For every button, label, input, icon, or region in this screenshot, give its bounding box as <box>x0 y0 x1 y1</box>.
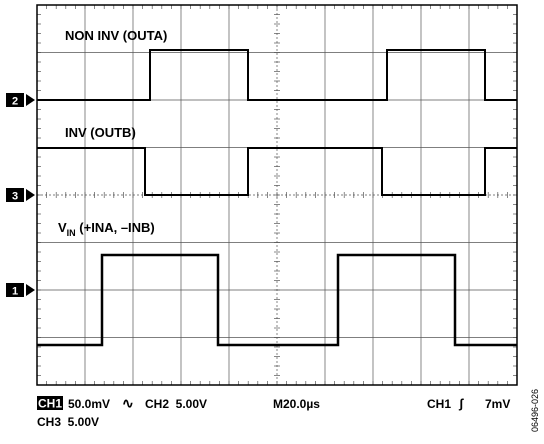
marker-label: 3 <box>12 191 18 203</box>
trace-ch1 <box>37 253 517 347</box>
channel-markers: 2 3 1 <box>6 93 35 298</box>
ch1-coupling: ∿ <box>122 395 134 411</box>
label-rest: (+INA, –INB) <box>76 220 155 235</box>
screen-frame <box>36 4 518 386</box>
trigger-level: 7mV <box>485 397 510 411</box>
traces <box>37 49 517 347</box>
trace-ch3 <box>37 147 517 196</box>
trace-label: INV (OUTB) <box>65 125 136 140</box>
marker-arrow <box>26 189 35 201</box>
ch2-scale: CH2 5.00V <box>145 397 207 411</box>
trigger-edge: ʃ <box>458 396 464 411</box>
marker-label: 1 <box>12 286 18 298</box>
marker-arrow <box>26 94 35 106</box>
ch1-badge-label: CH1 <box>38 397 62 411</box>
figure-id: 06496-026 <box>530 389 540 432</box>
label-main: V <box>58 220 67 235</box>
ch1-scale: 50.0mV <box>68 397 110 411</box>
trigger-source: CH1 <box>427 397 451 411</box>
marker-label: 2 <box>12 96 18 108</box>
ch3-scale: CH3 5.00V <box>37 415 99 429</box>
timebase: M20.0µs <box>273 397 320 411</box>
label-sub: IN <box>67 228 76 238</box>
trace-ch2 <box>37 49 517 101</box>
trace-label: NON INV (OUTA) <box>65 28 167 43</box>
ch1-badge <box>37 396 63 410</box>
trace-label: VIN (+INA, –INB) <box>58 220 155 238</box>
marker-box <box>6 188 24 202</box>
marker-box <box>6 283 24 297</box>
marker-arrow <box>26 284 35 296</box>
marker-box <box>6 93 24 107</box>
